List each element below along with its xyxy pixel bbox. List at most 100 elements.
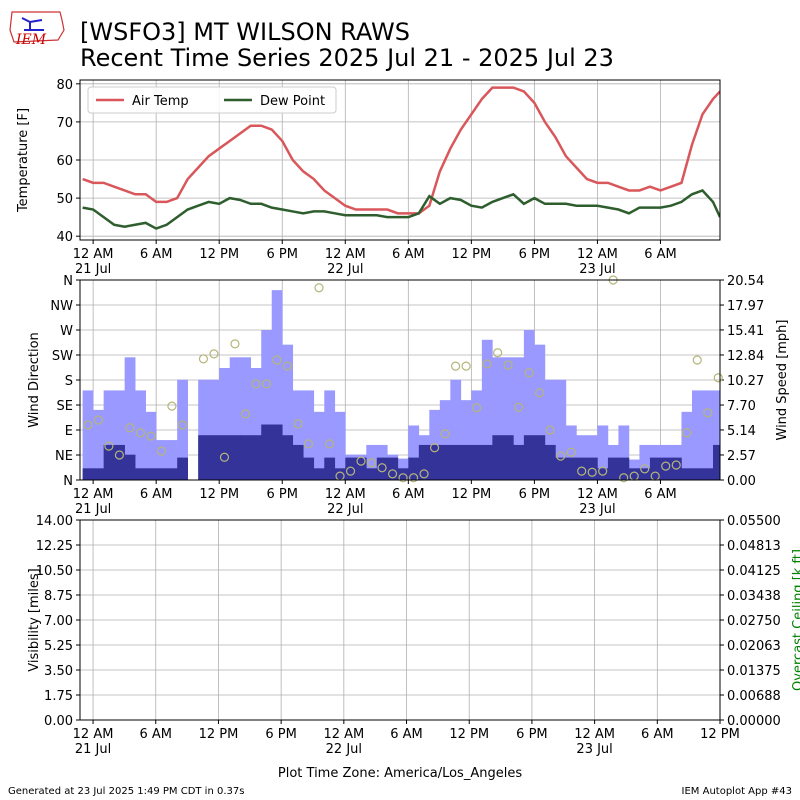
bar [313,411,325,480]
y-tick-label: S [65,374,73,389]
point [104,441,114,451]
x-tick-label: 12 PM [700,727,740,742]
point [587,467,597,477]
bar [649,457,661,480]
y2-tick-label: 0.00688 [727,689,781,704]
point [93,415,103,425]
point [713,373,723,383]
y-tick-label: 70 [56,116,73,131]
x-tick-label: 6 AM [140,487,173,502]
point [230,339,240,349]
bar [355,457,367,480]
bar [334,411,346,480]
bar [82,468,94,480]
bar [450,444,462,480]
plot-area [80,80,720,240]
point [387,469,398,479]
point [514,402,524,412]
y-tick-label: 7.00 [44,614,73,629]
bar [366,444,378,480]
x-tick-label: 6 PM [265,727,296,742]
x-tick-label: 12 PM [451,247,491,262]
bar [681,468,693,480]
y-tick-label: 8.75 [44,589,73,604]
point [240,409,251,419]
y2-tick-label: 7.70 [727,399,756,414]
y2-tick-label: 15.41 [727,324,764,339]
x-tick-label: 6 AM [390,727,423,742]
y2-tick-label: 12.84 [727,349,764,364]
legend-label: Dew Point [260,94,325,109]
bar [607,457,619,480]
bar [282,344,294,480]
bar [439,400,451,480]
point [482,359,492,369]
bar [555,457,567,480]
y-tick-label: 40 [56,230,73,245]
point [682,428,692,438]
y-axis-label: Temperature [F] [16,108,31,213]
bar [313,468,325,480]
bar [513,444,525,480]
y-tick-label: NW [50,299,73,314]
x-tick-label: 12 PM [199,247,239,262]
bar [303,390,315,480]
bar [292,390,304,480]
point [167,401,177,411]
point [156,446,167,456]
plot-frame [79,279,721,481]
legend-label: Air Temp [132,94,189,109]
bar [618,457,630,480]
point [429,443,440,453]
point [556,451,566,461]
bar [513,357,525,480]
bar [502,357,514,480]
point [198,354,209,364]
x-tick-label: 6 PM [516,727,547,742]
y2-tick-label: 20.54 [727,274,764,289]
bar [429,444,441,480]
bar [418,444,430,480]
point [661,461,671,471]
bar [124,454,136,480]
x-tick-label: 12 AM 22 Jul [325,487,366,517]
bar [208,435,220,480]
y-tick-label: 50 [56,192,73,207]
footer-right: IEM Autoplot App #43 [682,786,792,797]
x-tick-label: 12 PM [451,487,491,502]
point [535,388,545,398]
x-tick-label: 12 PM [449,727,489,742]
bar [523,330,535,480]
point [356,456,366,466]
x-tick-label: 12 AM 21 Jul [73,727,114,757]
bar [240,357,252,480]
bar [282,435,294,480]
y-tick-label: 0.00 [44,714,73,729]
y2-tick-label: 0.03438 [727,589,781,604]
bar [408,457,420,480]
bar [250,368,262,480]
point [83,420,93,430]
point [314,283,324,293]
y2-tick-label: 0.02063 [727,639,781,654]
x-tick-label: 12 PM [199,727,239,742]
x-tick-label: 6 AM [641,727,674,742]
y2-tick-label: 10.27 [727,374,764,389]
bar [219,368,231,480]
legend: Air Temp Dew Point [87,86,337,114]
bar [660,457,672,480]
x-tick-label: 6 PM [267,487,298,502]
x-tick-label: 12 AM 22 Jul [323,727,364,757]
bar [271,290,283,480]
point [472,403,482,413]
bar [481,444,493,480]
point [566,447,576,457]
bar [544,379,556,480]
bar [376,457,388,480]
y-tick-label: 14.00 [36,514,73,529]
x-tick-label: 6 AM [392,247,425,262]
y-tick-label: 5.25 [44,639,73,654]
bar [681,411,693,480]
bar [334,468,346,480]
